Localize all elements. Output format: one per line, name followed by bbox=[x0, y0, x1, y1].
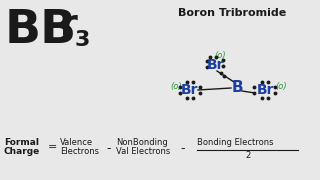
Text: Formal: Formal bbox=[4, 138, 39, 147]
Text: Boron Tribromide: Boron Tribromide bbox=[178, 8, 286, 18]
Text: (o): (o) bbox=[214, 51, 226, 60]
Text: (o): (o) bbox=[170, 82, 182, 91]
Text: BB: BB bbox=[5, 8, 77, 53]
Text: Val Electrons: Val Electrons bbox=[116, 147, 170, 156]
Text: NonBonding: NonBonding bbox=[116, 138, 168, 147]
Text: (o): (o) bbox=[275, 82, 287, 91]
Text: Br: Br bbox=[256, 83, 274, 97]
Text: Electrons: Electrons bbox=[60, 147, 99, 156]
Text: -: - bbox=[106, 142, 110, 155]
Text: 2: 2 bbox=[245, 151, 251, 160]
Text: 3: 3 bbox=[75, 30, 90, 50]
Text: r: r bbox=[60, 8, 78, 42]
Text: Charge: Charge bbox=[4, 147, 40, 156]
Text: Br: Br bbox=[181, 83, 199, 97]
Text: Valence: Valence bbox=[60, 138, 93, 147]
Text: Br: Br bbox=[206, 58, 224, 72]
Text: B: B bbox=[231, 80, 243, 96]
Text: =: = bbox=[48, 142, 57, 152]
Text: Bonding Electrons: Bonding Electrons bbox=[197, 138, 274, 147]
Text: -: - bbox=[180, 142, 185, 155]
